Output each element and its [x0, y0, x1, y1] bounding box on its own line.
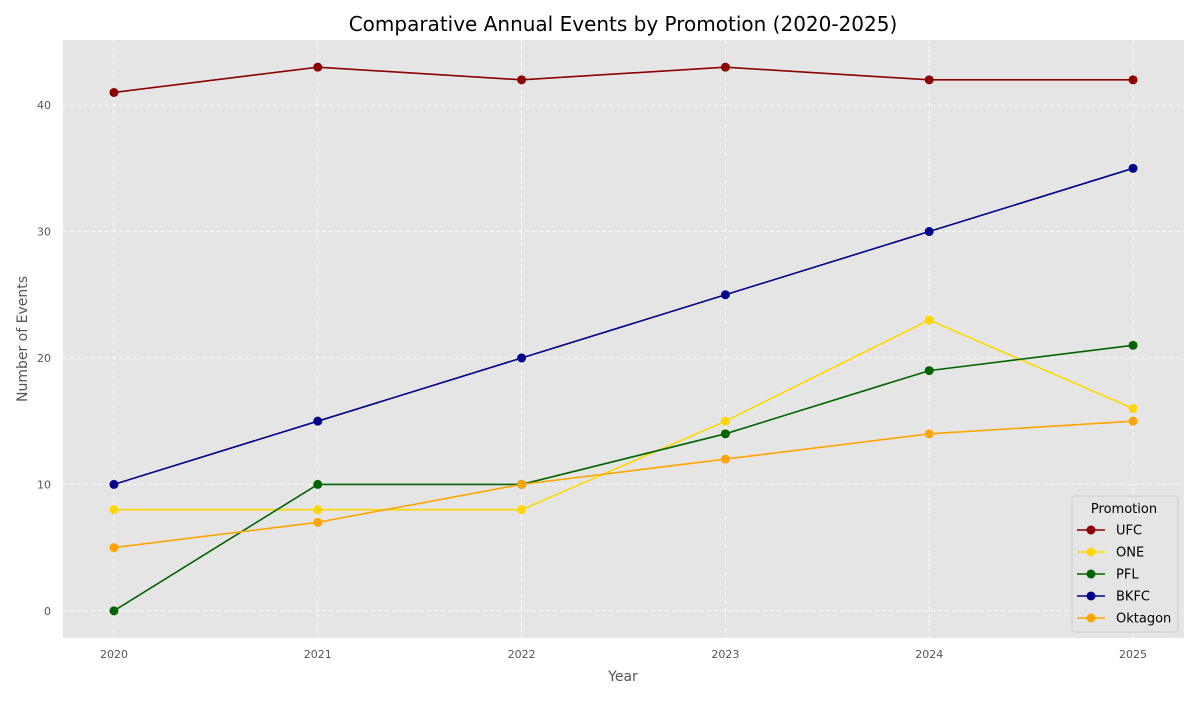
data-point-bkfc: [517, 353, 527, 363]
plot-area: [63, 40, 1184, 638]
data-point-bkfc: [313, 416, 323, 426]
data-point-one: [1128, 404, 1138, 414]
tick-labels: 2020 2021 2022 2023 2024 2025 0 10 20 30 40: [37, 99, 1147, 661]
data-point-oktagon: [313, 517, 323, 527]
y-tick-label: 20: [37, 352, 51, 365]
chart-title: Comparative Annual Events by Promotion (…: [349, 12, 898, 36]
legend-marker-pfl: [1086, 569, 1096, 579]
data-point-one: [109, 505, 119, 515]
data-point-ufc: [924, 75, 934, 85]
legend-marker-one: [1086, 547, 1096, 557]
y-tick-label: 30: [37, 226, 51, 239]
legend: Promotion UFC ONE PFL BKFC Oktagon: [1071, 495, 1179, 633]
data-point-oktagon: [517, 479, 527, 489]
data-point-bkfc: [720, 290, 730, 300]
series-line-pfl: [113, 344, 1134, 612]
data-point-ufc: [313, 62, 323, 72]
data-point-oktagon: [720, 454, 730, 464]
data-point-oktagon: [1128, 416, 1138, 426]
legend-marker-bkfc: [1086, 591, 1096, 601]
series-line-ufc: [113, 66, 1134, 94]
data-point-ufc: [720, 62, 730, 72]
y-tick-label: 0: [44, 605, 51, 618]
data-point-oktagon: [109, 543, 119, 553]
x-tick-label: 2020: [100, 648, 128, 661]
data-point-one: [517, 505, 527, 515]
data-point-bkfc: [924, 227, 934, 237]
x-tick-label: 2024: [915, 648, 943, 661]
x-axis-label: Year: [607, 669, 638, 685]
legend-marker-ufc: [1086, 525, 1096, 535]
y-tick-label: 40: [37, 99, 51, 112]
legend-marker-oktagon: [1086, 613, 1096, 623]
series-line-oktagon: [113, 420, 1134, 549]
data-point-pfl: [313, 479, 323, 489]
data-point-bkfc: [109, 479, 119, 489]
y-tick-label: 10: [37, 478, 51, 491]
x-tick-label: 2021: [304, 648, 332, 661]
legend-label-bkfc: BKFC: [1116, 590, 1150, 605]
gridlines: [63, 40, 1184, 638]
y-axis-label: Number of Events: [15, 276, 31, 402]
legend-title: Promotion: [1091, 502, 1157, 517]
data-point-oktagon: [924, 429, 934, 439]
x-tick-label: 2023: [711, 648, 739, 661]
series-line-one: [113, 319, 1134, 511]
data-point-one: [924, 315, 934, 325]
data-point-pfl: [720, 429, 730, 439]
data-point-pfl: [109, 606, 119, 616]
legend-label-ufc: UFC: [1116, 524, 1142, 539]
data-point-one: [720, 416, 730, 426]
legend-label-pfl: PFL: [1116, 568, 1139, 583]
series-lines: [109, 62, 1138, 616]
x-tick-label: 2025: [1119, 648, 1147, 661]
data-point-ufc: [109, 87, 119, 97]
data-point-one: [313, 505, 323, 515]
legend-label-oktagon: Oktagon: [1116, 612, 1171, 627]
series-line-bkfc: [113, 167, 1134, 486]
legend-label-one: ONE: [1116, 546, 1144, 561]
data-point-pfl: [1128, 340, 1138, 350]
x-tick-label: 2022: [508, 648, 536, 661]
data-point-ufc: [517, 75, 527, 85]
data-point-bkfc: [1128, 163, 1138, 173]
data-point-ufc: [1128, 75, 1138, 85]
data-point-pfl: [924, 366, 934, 376]
